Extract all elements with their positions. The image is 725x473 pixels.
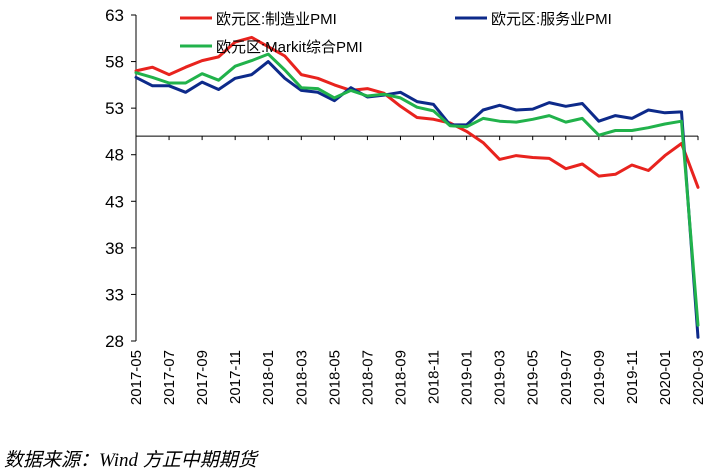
x-tick-label: 2018-07 [359, 350, 376, 405]
series-line-3 [134, 52, 700, 327]
y-tick-label: 38 [105, 239, 124, 258]
x-tick-label: 2018-01 [260, 350, 277, 405]
y-tick-label: 33 [105, 285, 124, 304]
x-tick-label: 2019-07 [558, 350, 575, 405]
legend-label-2: 欧元区:服务业PMI [491, 11, 612, 28]
y-tick-label: 58 [105, 53, 124, 72]
chart-series [134, 35, 700, 339]
legend-label-1: 欧元区:制造业PMI [216, 11, 337, 28]
legend-label-3: 欧元区:Markit综合PMI [216, 39, 363, 56]
x-tick-label: 2019-11 [624, 350, 641, 404]
y-tick-label: 28 [105, 332, 124, 351]
x-tick-label: 2020-01 [657, 350, 674, 405]
x-tick-label: 2017-11 [227, 350, 244, 404]
data-source-note: 数据来源：Wind 方正中期期货 [4, 450, 257, 471]
x-tick-label: 2017-05 [128, 350, 145, 405]
x-tick-label: 2018-03 [293, 350, 310, 405]
x-tick-label: 2019-05 [525, 350, 542, 405]
x-tick-label: 2017-09 [194, 350, 211, 405]
chart-legend: 欧元区:制造业PMI 欧元区:服务业PMI 欧元区:Markit综合PMI [180, 11, 612, 56]
x-tick-label: 2018-11 [426, 350, 443, 404]
y-tick-label: 48 [105, 146, 124, 165]
series-line-1 [134, 35, 700, 189]
series-line-2 [134, 60, 700, 339]
x-tick-label: 2018-09 [392, 350, 409, 405]
y-tick-label: 53 [105, 99, 124, 118]
x-tick-label: 2020-03 [690, 350, 707, 405]
x-tick-label: 2018-05 [326, 350, 343, 405]
x-tick-label: 2019-03 [492, 350, 509, 405]
y-tick-label: 63 [105, 6, 124, 25]
x-tick-label: 2017-07 [161, 350, 178, 405]
chart-axes [135, 15, 698, 341]
y-tick-label: 43 [105, 192, 124, 211]
x-tick-label: 2019-01 [459, 350, 476, 405]
x-tick-label: 2019-09 [591, 350, 608, 405]
